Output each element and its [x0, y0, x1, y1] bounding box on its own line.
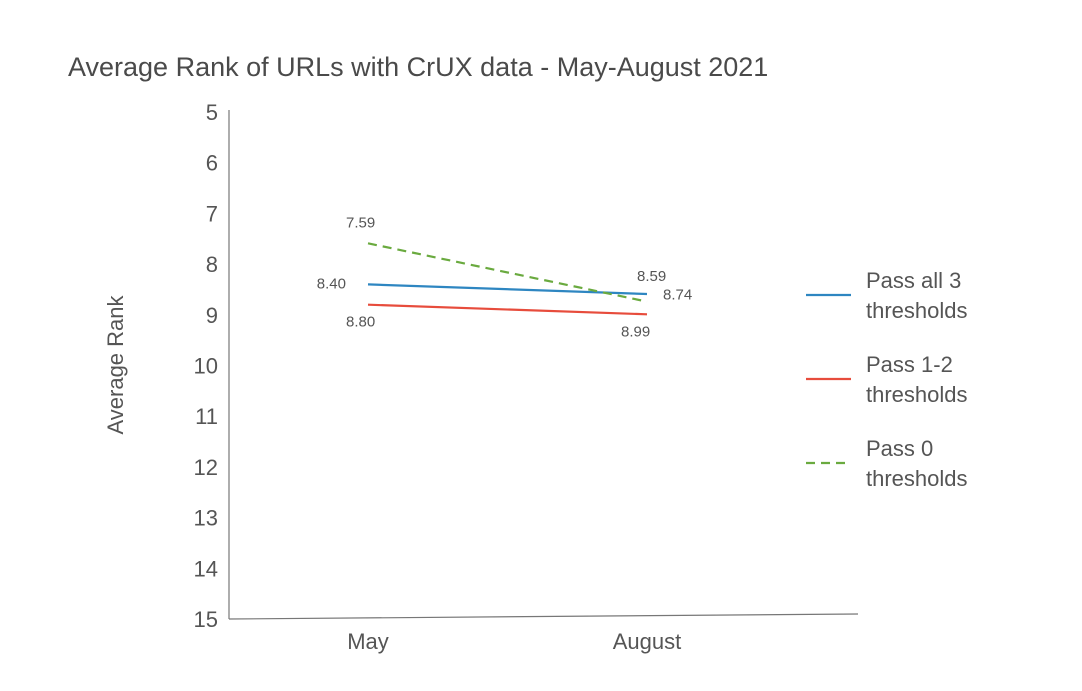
x-ticks: May August	[347, 629, 681, 654]
legend-label: Pass all 3	[866, 268, 961, 293]
legend-label: thresholds	[866, 382, 968, 407]
legend: Pass all 3 thresholds Pass 1-2 thresholds Pa…	[806, 268, 968, 491]
x-axis-line	[228, 613, 859, 620]
data-label: 8.80	[346, 314, 375, 331]
x-tick-label: May	[347, 629, 389, 654]
series-line-0	[367, 283, 648, 296]
series-line-1	[367, 303, 648, 316]
series-lines	[367, 242, 648, 316]
y-tick-label: 12	[194, 455, 218, 480]
data-label: 8.59	[637, 268, 666, 285]
legend-label: Pass 0	[866, 436, 933, 461]
legend-label: thresholds	[866, 466, 968, 491]
y-axis-label: Average Rank	[103, 294, 128, 434]
series-line-2	[367, 242, 648, 303]
y-tick-label: 5	[206, 100, 218, 125]
y-tick-label: 9	[206, 303, 218, 328]
y-tick-label: 8	[206, 252, 218, 277]
data-labels: 8.40 8.59 8.80 8.99 7.59 8.74	[317, 214, 692, 340]
data-label: 8.40	[317, 275, 346, 292]
data-label: 8.74	[663, 287, 692, 304]
y-tick-label: 6	[206, 151, 218, 176]
legend-label: Pass 1-2	[866, 352, 953, 377]
y-tick-label: 10	[194, 354, 218, 379]
y-tick-label: 7	[206, 201, 218, 226]
x-tick-label: August	[613, 629, 682, 654]
y-tick-label: 14	[194, 556, 218, 581]
y-ticks: 5 6 7 8 9 10 11 12 13 14 15	[194, 100, 218, 632]
y-tick-label: 13	[194, 506, 218, 531]
y-tick-label: 15	[194, 607, 218, 632]
data-label: 7.59	[346, 214, 375, 231]
chart-title: Average Rank of URLs with CrUX data - Ma…	[68, 52, 768, 82]
y-tick-label: 11	[195, 404, 218, 429]
legend-label: thresholds	[866, 298, 968, 323]
data-label: 8.99	[621, 323, 650, 340]
